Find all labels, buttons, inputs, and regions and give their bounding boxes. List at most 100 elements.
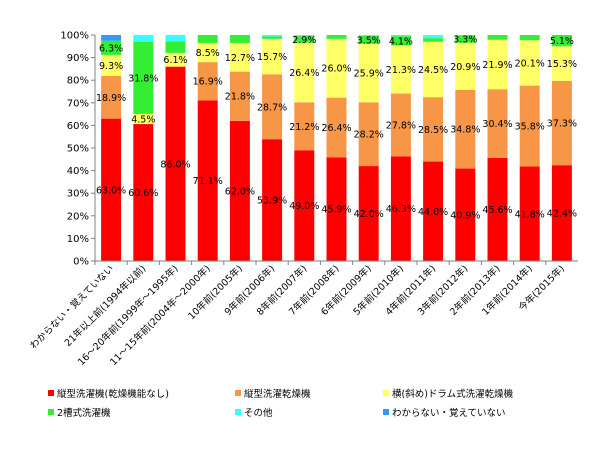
bar-segment xyxy=(294,102,315,151)
bar-segment xyxy=(197,62,218,101)
bar-segment xyxy=(551,35,572,47)
bar-segment xyxy=(197,35,218,43)
data-label: 21.2% xyxy=(289,122,319,133)
data-label: 28.7% xyxy=(257,102,287,113)
data-label: 2.9% xyxy=(292,35,316,46)
bar-segment xyxy=(101,35,122,41)
bar-segment xyxy=(101,54,122,76)
data-label: 21.9% xyxy=(482,60,512,71)
data-label: 26.4% xyxy=(321,123,351,134)
data-label: 45.9% xyxy=(321,205,351,216)
bar-segment xyxy=(101,75,122,119)
bar-segment xyxy=(326,35,347,39)
y-tick-label: 30% xyxy=(67,189,89,200)
bar-segment xyxy=(197,42,218,63)
bar-segment xyxy=(326,97,347,158)
bar-segment xyxy=(133,42,154,114)
bar-segment xyxy=(423,161,444,261)
legend-swatch xyxy=(383,409,389,415)
data-label: 30.4% xyxy=(482,119,512,130)
bar-segment xyxy=(487,35,508,40)
y-axis: 0% 10% 20% 30% 40% 50% 60% 70% 80% 90% 100% xyxy=(60,31,96,268)
data-label: 71.1% xyxy=(193,176,223,187)
data-label: 60.6% xyxy=(128,188,158,199)
bar-segment xyxy=(229,71,250,121)
bar-segment xyxy=(326,157,347,261)
data-label: 21.8% xyxy=(225,92,255,103)
bar-segment xyxy=(133,124,154,261)
data-label: 9.3% xyxy=(99,61,123,72)
bar-segment xyxy=(133,113,154,125)
bar-segment xyxy=(519,40,540,86)
bar-segment xyxy=(358,102,379,167)
legend-swatch xyxy=(48,409,54,415)
data-label: 37.3% xyxy=(547,119,577,130)
data-label: 3.5% xyxy=(357,35,381,46)
legend-label: 横(斜め)ドラム式洗濯乾燥機 xyxy=(392,388,514,400)
y-tick-label: 70% xyxy=(67,98,89,109)
bar-segment xyxy=(423,35,444,39)
data-label: 18.9% xyxy=(96,93,126,104)
data-label: 63.0% xyxy=(96,185,126,196)
y-tick-label: 10% xyxy=(67,234,89,245)
bar-segment xyxy=(455,168,476,261)
data-label: 25.9% xyxy=(354,69,384,80)
bar-segment xyxy=(551,46,572,81)
bar-segment xyxy=(165,66,186,261)
bar-segment xyxy=(358,43,379,103)
data-label: 46.3% xyxy=(386,204,416,215)
y-tick-label: 60% xyxy=(67,121,89,132)
data-label: 31.8% xyxy=(128,73,158,84)
bar-segment xyxy=(262,139,283,261)
bar-segment xyxy=(487,39,508,90)
legend-label: わからない・覚えていない xyxy=(392,407,506,419)
bar-segment xyxy=(165,52,186,67)
legend-swatch xyxy=(383,390,389,396)
data-label: 8.5% xyxy=(196,48,220,59)
bar-segment xyxy=(294,36,315,43)
data-label: 6.3% xyxy=(99,43,123,54)
data-label: 62.0% xyxy=(225,186,255,197)
data-labels: 63.0% 18.9% 9.3% 6.3% 60.6% 4.5% 31.8% 86.0% 6.1… xyxy=(96,34,577,221)
data-label: 12.7% xyxy=(225,53,255,64)
bar-segment xyxy=(551,80,572,166)
bar-segment xyxy=(390,93,411,157)
bar-segment xyxy=(165,35,186,42)
bar-segment xyxy=(390,156,411,261)
bar-segment xyxy=(358,35,379,44)
data-label: 4.1% xyxy=(389,36,413,47)
data-label: 34.8% xyxy=(450,125,480,136)
y-tick-label: 40% xyxy=(67,166,89,177)
data-label: 3.3% xyxy=(453,34,477,45)
data-label: 27.8% xyxy=(386,120,416,131)
bar-segment xyxy=(294,35,315,37)
y-tick-label: 80% xyxy=(67,76,89,87)
bar-segment xyxy=(423,41,444,98)
data-label: 44.0% xyxy=(418,207,448,218)
y-tick-label: 0% xyxy=(73,257,89,268)
bar-segment xyxy=(519,166,540,261)
bar-segment xyxy=(358,35,379,36)
bars xyxy=(101,35,572,262)
data-label: 20.1% xyxy=(515,58,545,69)
y-tick-label: 50% xyxy=(67,144,89,155)
data-label: 24.5% xyxy=(418,65,448,76)
y-tick-label: 90% xyxy=(67,53,89,64)
data-label: 15.3% xyxy=(547,59,577,70)
data-label: 28.5% xyxy=(418,125,448,136)
bar-segment xyxy=(294,150,315,261)
bar-segment xyxy=(423,97,444,162)
bar-segment xyxy=(358,166,379,261)
data-label: 42.4% xyxy=(547,209,577,220)
bar-segment xyxy=(262,36,283,39)
data-label: 86.0% xyxy=(160,159,190,170)
bar-segment xyxy=(262,35,283,37)
bar-segment xyxy=(390,36,411,46)
bar-segment xyxy=(262,38,283,75)
x-axis: わからない・覚えていない21年以上前(1994年以前)16～20年前(1999年… xyxy=(27,260,578,368)
data-label: 4.5% xyxy=(131,114,155,125)
bar-segment xyxy=(101,118,122,262)
bar-segment xyxy=(101,40,122,55)
y-tick-label: 100% xyxy=(60,31,89,42)
data-label: 42.0% xyxy=(354,209,384,220)
